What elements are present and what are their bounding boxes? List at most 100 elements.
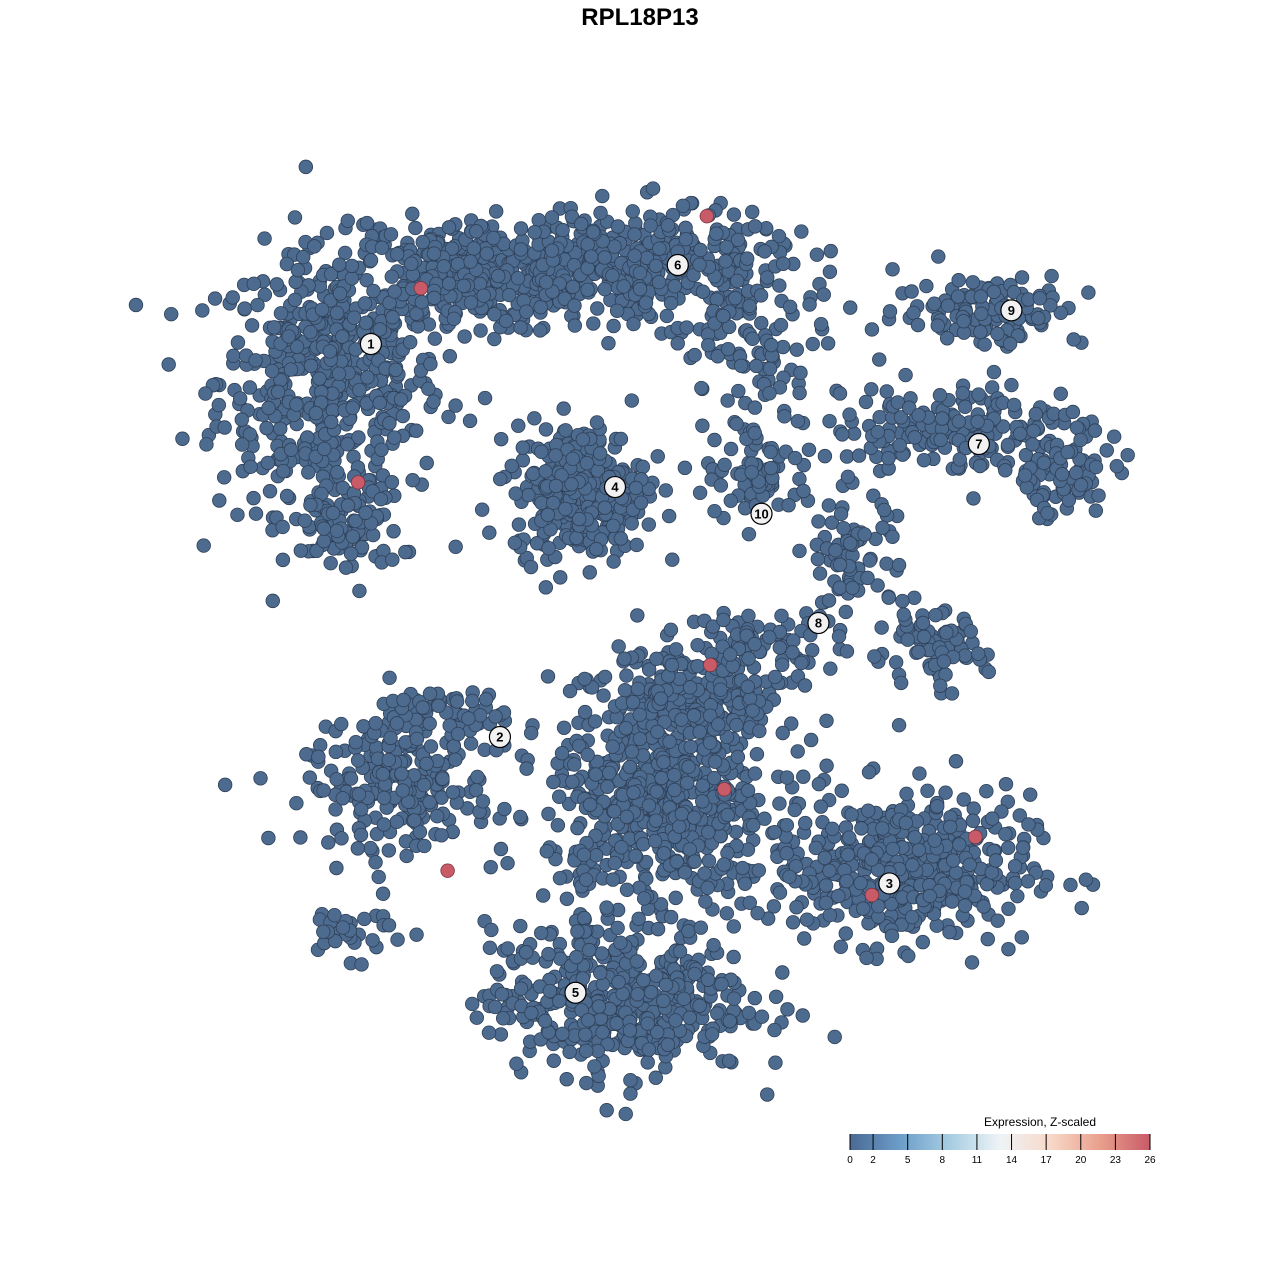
point-cluster-5 — [729, 717, 744, 733]
cluster-label-7: 7 — [967, 432, 990, 456]
point-cluster-5 — [578, 1027, 593, 1042]
point-cluster-4 — [589, 415, 605, 430]
point-cluster-5 — [768, 989, 784, 1004]
point-cluster-8 — [740, 679, 756, 694]
point-cluster-3 — [861, 764, 877, 780]
point-cluster-2 — [429, 808, 445, 824]
point-cluster-6 — [590, 301, 605, 316]
point-cluster-1 — [248, 353, 263, 368]
point-cluster-5 — [611, 974, 626, 990]
point-cluster-2 — [357, 911, 372, 927]
point-cluster-1 — [242, 427, 258, 442]
point-cluster-3 — [911, 842, 927, 858]
point-cluster-6 — [606, 318, 621, 334]
point-cluster-1 — [487, 331, 502, 347]
point-cluster-6 — [660, 218, 676, 233]
point-cluster-5 — [628, 848, 643, 864]
point-cluster-5 — [597, 669, 613, 685]
point-cluster-1 — [533, 299, 548, 315]
point-cluster-1 — [365, 527, 381, 543]
point-cluster-5 — [539, 844, 555, 859]
point-cluster-3 — [861, 803, 876, 818]
point-cluster-5 — [811, 776, 827, 792]
point-cluster-4 — [650, 449, 665, 464]
point-cluster-1 — [248, 506, 264, 521]
point-cluster-5 — [519, 761, 534, 776]
point-cluster-6 — [469, 224, 484, 239]
point-cluster-1 — [250, 297, 265, 313]
point-cluster-3 — [813, 799, 829, 814]
point-cluster-4 — [504, 458, 519, 474]
point-cluster-4 — [629, 537, 644, 553]
point-cluster-7 — [1068, 465, 1084, 481]
point-cluster-7 — [972, 458, 988, 474]
point-cluster-5 — [779, 818, 795, 833]
point-cluster-4 — [511, 517, 527, 532]
point-cluster-2 — [343, 771, 359, 786]
point-cluster-4 — [548, 448, 563, 463]
point-cluster-5 — [693, 920, 709, 935]
point-cluster-3 — [912, 766, 927, 781]
point-cluster-7 — [892, 438, 907, 453]
point-cluster-3 — [833, 939, 849, 954]
point-cluster-1 — [270, 384, 286, 400]
point-cluster-10 — [763, 460, 779, 476]
point-cluster-1 — [323, 555, 338, 571]
point-cluster-5 — [465, 996, 480, 1012]
point-cluster-5 — [579, 1043, 594, 1059]
point-cluster-10 — [692, 485, 708, 500]
point-cluster-5 — [542, 983, 558, 999]
point-cluster-1 — [386, 524, 401, 539]
point-cluster-3 — [840, 847, 856, 862]
point-cluster-5 — [750, 905, 765, 921]
point-cluster-6 — [585, 224, 601, 240]
point-cluster-6 — [809, 247, 825, 262]
point-cluster-5 — [469, 1010, 485, 1025]
point-cluster-2 — [422, 686, 438, 701]
point-cluster-2 — [261, 830, 276, 846]
point-cluster-3 — [1001, 941, 1016, 957]
point-cluster-4 — [564, 477, 579, 492]
point-cluster-5 — [686, 708, 702, 723]
point-cluster-6 — [747, 219, 763, 234]
point-cluster-1 — [358, 505, 373, 520]
point-cluster-1 — [322, 344, 338, 359]
cluster-label-9: 9 — [1000, 299, 1023, 322]
point-cluster-1 — [404, 256, 419, 272]
point-cluster-5 — [605, 872, 621, 887]
point-cluster-8 — [881, 590, 896, 605]
point-cluster-1 — [340, 498, 356, 513]
point-cluster-3 — [854, 821, 869, 836]
point-cluster-4 — [521, 487, 536, 503]
point-cluster-4 — [553, 570, 568, 585]
point-cluster-5 — [593, 965, 608, 981]
point-cluster-6 — [627, 227, 642, 242]
point-cluster-1 — [340, 213, 355, 228]
point-cluster-4 — [508, 486, 523, 501]
point-cluster-5 — [687, 966, 702, 982]
point-cluster-2 — [445, 785, 461, 800]
point-cluster-6 — [773, 317, 789, 333]
point-cluster-5 — [656, 754, 671, 770]
point-cluster-7 — [933, 432, 948, 448]
point-cluster-2 — [371, 869, 386, 885]
point-cluster-1 — [244, 318, 260, 333]
point-cluster-5 — [653, 691, 669, 706]
point-cluster-6 — [777, 409, 792, 424]
point-cluster-10 — [787, 450, 803, 466]
point-cluster-6 — [820, 336, 836, 351]
point-cluster-2 — [381, 843, 397, 858]
point-cluster-5 — [607, 855, 622, 871]
point-cluster-7 — [1087, 423, 1103, 438]
point-cluster-5 — [500, 856, 515, 871]
point-cluster-5 — [722, 1013, 738, 1029]
legend-tick-label: 14 — [1006, 1155, 1018, 1166]
point-cluster-4 — [628, 480, 644, 496]
legend-tick-label: 0 — [847, 1155, 853, 1166]
point-cluster-4 — [571, 511, 587, 527]
point-cluster-1 — [259, 420, 274, 436]
point-cluster-8 — [794, 655, 809, 671]
cluster-label-text: 5 — [572, 985, 579, 1000]
point-cluster-1 — [363, 253, 379, 268]
point-cluster-8 — [832, 580, 848, 595]
